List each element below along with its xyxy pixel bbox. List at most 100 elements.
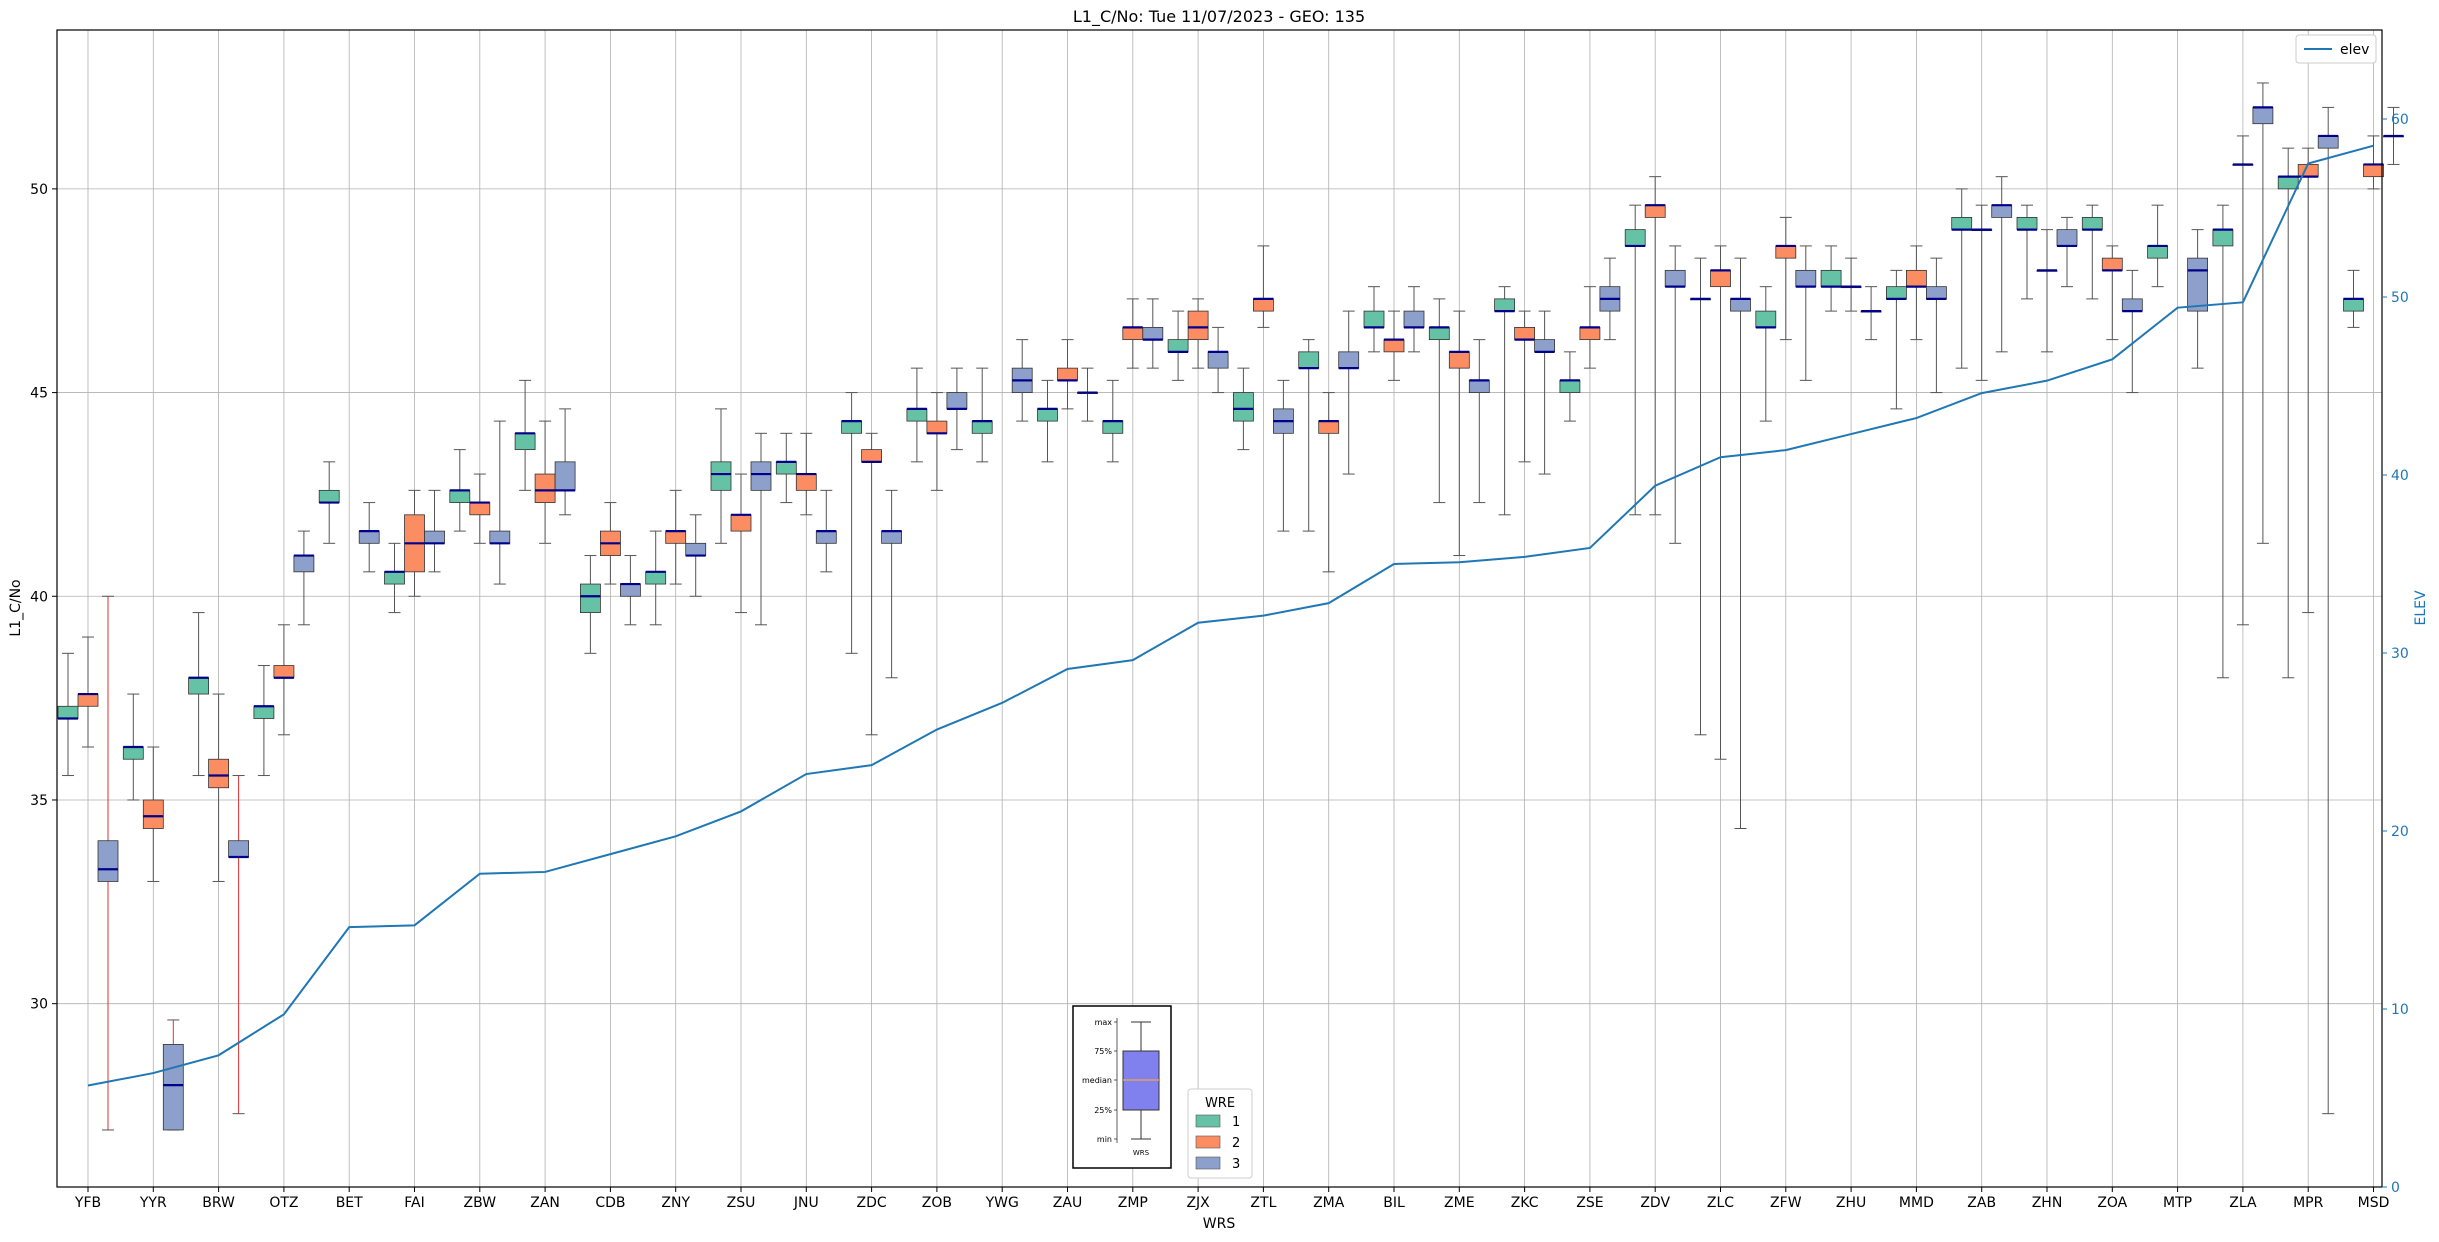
x-tick-label: ZAB [1967, 1195, 1996, 1211]
box-body [1514, 326, 1535, 341]
box-zmp-wre1 [1102, 379, 1124, 463]
box-zhn-wre1 [2016, 204, 2038, 300]
box-body [971, 420, 993, 434]
x-tick-label: ZMA [1313, 1195, 1345, 1211]
box-body [1102, 420, 1124, 434]
box-body [57, 705, 79, 719]
box-ztl-wre2 [1253, 245, 1274, 328]
box-body [1494, 298, 1515, 312]
box-zfw-wre2 [1775, 216, 1797, 341]
x-tick-label: BRW [202, 1195, 235, 1211]
box-bet-wre3 [358, 502, 380, 573]
box-msd-wre3 [2383, 106, 2404, 165]
x-tick-label: ZAU [1053, 1195, 1082, 1211]
box-body [2147, 245, 2169, 259]
box-zab-wre3 [1991, 176, 2013, 353]
box-body [228, 840, 250, 858]
x-tick-label: ZSE [1576, 1195, 1603, 1211]
box-mtp-wre3 [2187, 229, 2209, 369]
box-body [142, 799, 164, 829]
box-body [1142, 326, 1164, 341]
box-zmp-wre3 [1142, 298, 1164, 369]
x-tick-label: YWG [985, 1195, 1019, 1211]
box-yyr-wre2 [142, 746, 164, 882]
box-zme-wre3 [1468, 339, 1490, 504]
box-body [1664, 269, 1686, 288]
box-body [97, 840, 119, 882]
box-body [1448, 351, 1470, 369]
box-body [489, 530, 511, 544]
elev-legend-label: elev [2340, 42, 2369, 58]
box-fai-wre1 [384, 542, 405, 614]
box-zny-wre1 [645, 530, 667, 626]
box-body [620, 583, 641, 597]
x-tick-label: MSD [2358, 1195, 2390, 1211]
x-tick-label: FAI [404, 1195, 424, 1211]
box-zse-wre2 [1579, 286, 1601, 369]
box-body [554, 461, 576, 491]
box-zla-wre3 [2252, 82, 2274, 544]
box-yfb-wre1 [57, 652, 79, 777]
wre-legend-swatch-3 [1195, 1156, 1221, 1170]
x-tick-label: ZMP [1118, 1195, 1148, 1211]
box-body [1057, 367, 1078, 381]
box-zhu-wre1 [1820, 245, 1842, 312]
box-mmd-wre2 [1906, 245, 1927, 341]
y-right-tick-label: 30 [2391, 646, 2409, 662]
x-tick-label: BIL [1383, 1195, 1405, 1211]
box-body [665, 530, 687, 544]
box-otz-wre1 [253, 665, 275, 777]
box-body [1187, 310, 1209, 341]
box-body [2277, 176, 2299, 190]
box-zob-wre3 [946, 367, 968, 451]
x-tick-label: ZSU [727, 1195, 756, 1211]
y-tick-label: 50 [30, 182, 48, 198]
box-cdb-wre3 [620, 555, 641, 626]
box-zlc-wre1 [1690, 257, 1711, 736]
x-tick-label: ZOA [2097, 1195, 2127, 1211]
box-zny-wre2 [665, 489, 687, 585]
box-body [1820, 269, 1842, 288]
x-tick-label: ZME [1444, 1195, 1475, 1211]
box-zau-wre1 [1037, 379, 1058, 463]
box-mmd-wre1 [1886, 269, 1907, 410]
box-yyr-wre1 [122, 693, 144, 801]
box-zsu-wre2 [730, 473, 752, 614]
key-label-3: 25% [1094, 1106, 1112, 1115]
box-brw-wre3 [228, 775, 250, 1115]
box-zmp-wre2 [1122, 298, 1144, 369]
box-body [1755, 310, 1777, 328]
box-zla-wre1 [2212, 204, 2234, 679]
box-ywg-wre1 [971, 367, 993, 463]
box-body [188, 677, 210, 695]
box-zse-wre3 [1599, 257, 1621, 341]
x-tick-label: ZAN [530, 1195, 560, 1211]
box-zab-wre2 [1971, 204, 1993, 381]
box-jnu-wre1 [775, 432, 797, 504]
key-label-median: median [1082, 1076, 1112, 1085]
box-body [775, 461, 797, 475]
box-body [1167, 339, 1189, 353]
key-xlabel: WRS [1133, 1149, 1150, 1157]
key-label-1: 75% [1094, 1047, 1112, 1056]
x-tick-label: YYR [139, 1195, 167, 1211]
boxes-layer [57, 82, 2404, 1131]
box-body [881, 530, 902, 544]
x-tick-label: ZLC [1707, 1195, 1734, 1211]
x-tick-label: ZLA [2229, 1195, 2257, 1211]
y-tick-label: 45 [30, 386, 48, 402]
y-right-tick-label: 20 [2391, 824, 2409, 840]
key-box-inset: max 75% median 25% min WRS [1072, 1005, 1172, 1169]
box-zbw-wre3 [489, 420, 511, 585]
box-zny-wre3 [685, 514, 707, 597]
box-zfw-wre3 [1795, 245, 1817, 381]
wre-legend-label-3: 3 [1232, 1157, 1240, 1172]
box-body [1886, 286, 1907, 300]
box-body [1428, 326, 1450, 341]
box-zma-wre2 [1318, 392, 1340, 573]
box-body [906, 408, 928, 422]
x-tick-label: ZNY [661, 1195, 690, 1211]
wre-legend: WRE 1 2 3 [1187, 1088, 1253, 1179]
box-body [1710, 269, 1731, 288]
